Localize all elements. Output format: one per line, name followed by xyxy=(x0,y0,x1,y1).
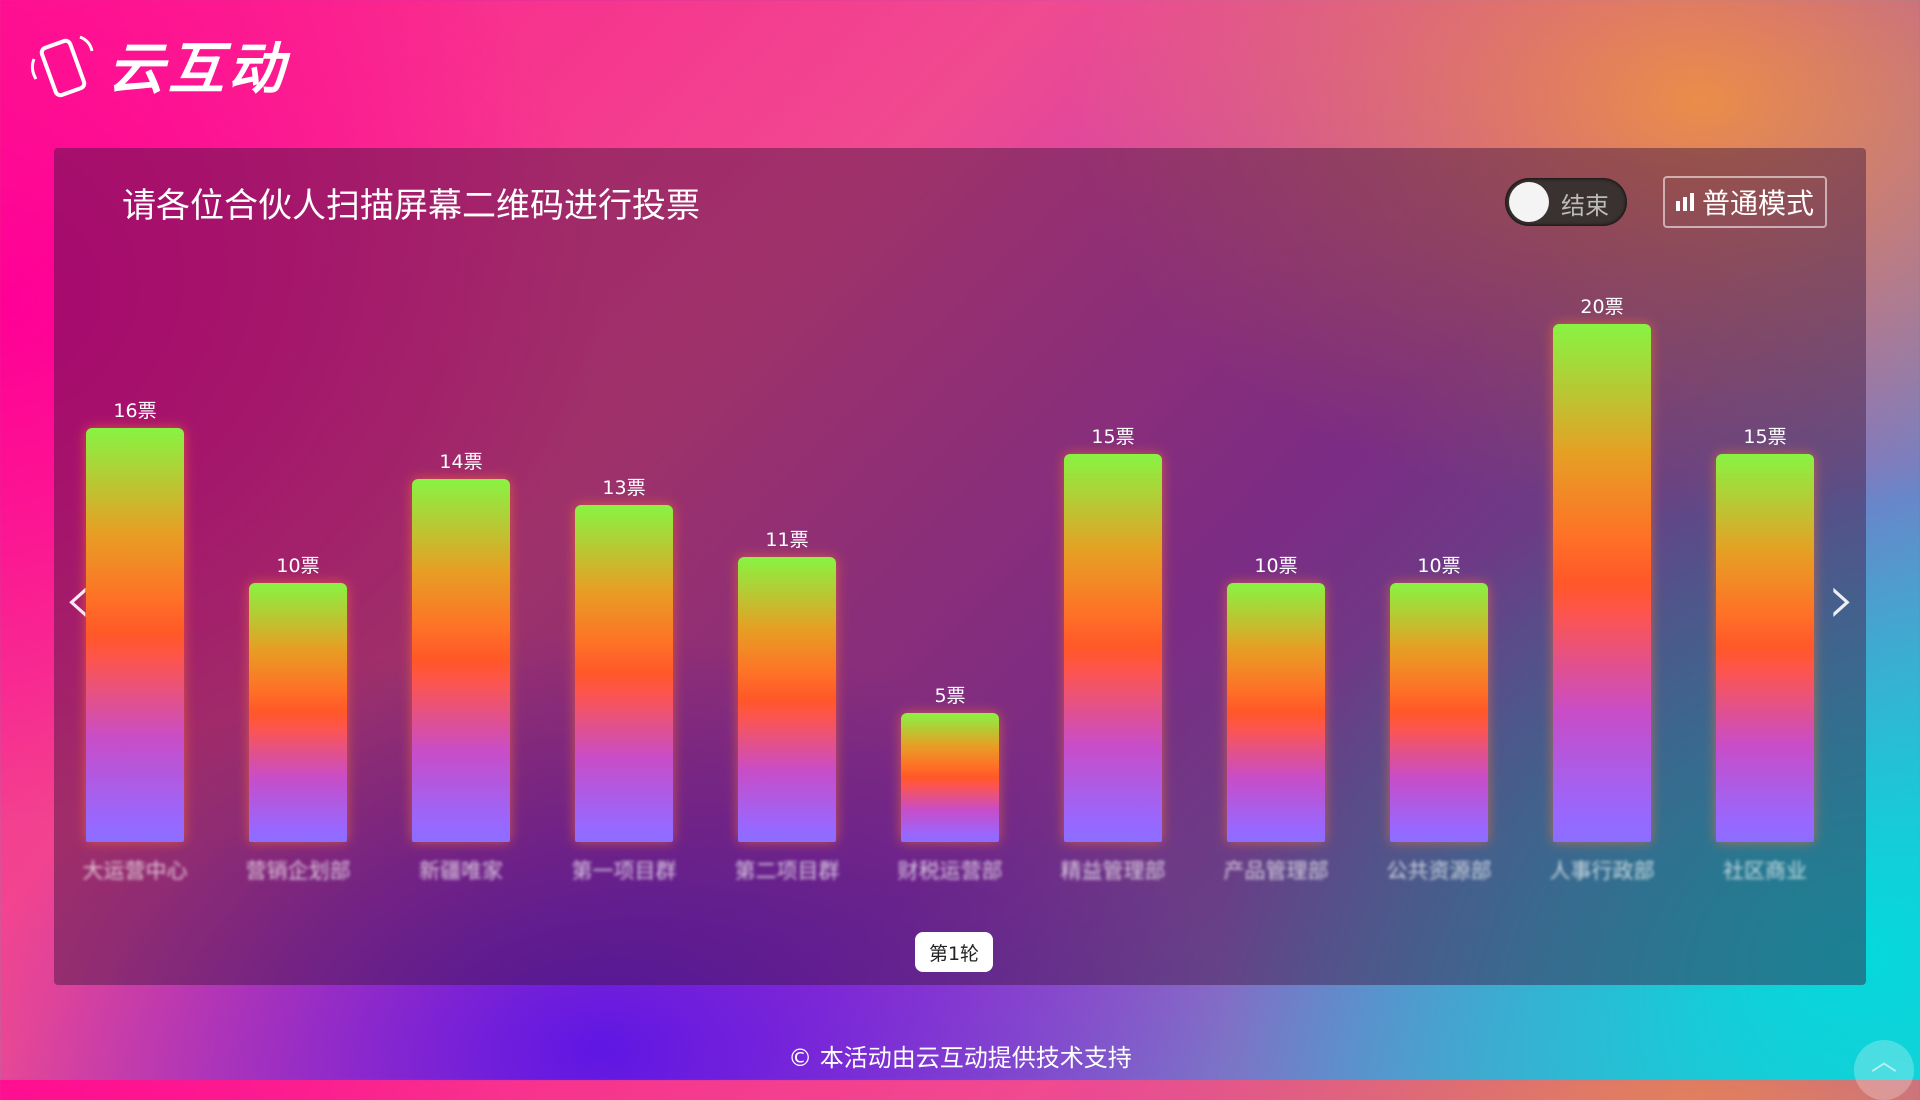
category-label: 社区商业 xyxy=(1723,859,1807,883)
category-label: 第一项目群 xyxy=(571,859,677,883)
page-title: 请各位合伙人扫描屏幕二维码进行投票 xyxy=(122,186,700,226)
bar xyxy=(738,557,836,842)
bar-value-label: 14票 xyxy=(439,451,483,474)
category-label: 大运营中心 xyxy=(82,859,188,883)
bar xyxy=(249,583,347,842)
bar xyxy=(412,479,510,842)
bar xyxy=(86,427,184,842)
chevron-right-icon[interactable]: › xyxy=(1828,558,1856,640)
category-label: 公共资源部 xyxy=(1386,859,1492,883)
bar xyxy=(1716,453,1814,842)
round-badge[interactable]: 第1轮 xyxy=(915,932,993,972)
bar-value-label: 5票 xyxy=(934,684,966,707)
category-label: 营销企划部 xyxy=(245,859,351,883)
bar xyxy=(1064,453,1162,842)
logo: 云互动 xyxy=(26,24,288,105)
toggle-knob xyxy=(1509,182,1549,222)
bar-value-label: 15票 xyxy=(1091,425,1135,448)
phone-shake-icon xyxy=(30,35,94,97)
bar-value-label: 15票 xyxy=(1743,425,1787,448)
mode-label: 普通模式 xyxy=(1701,187,1814,220)
vote-bar-chart: 16票大运营中心 10票营销企划部 14票新疆唯家 13票第一项目群 11票第二项目群 5… xyxy=(54,148,1866,985)
toggle-label: 结束 xyxy=(1561,192,1609,220)
category-label: 精益管理部 xyxy=(1060,859,1166,883)
bar xyxy=(575,505,673,842)
normal-mode-button[interactable]: 普通模式 xyxy=(1663,176,1827,228)
bar xyxy=(1390,583,1488,842)
chevron-left-icon[interactable]: ‹ xyxy=(64,558,92,640)
category-label: 人事行政部 xyxy=(1549,859,1655,883)
category-label: 第二项目群 xyxy=(734,859,840,883)
category-label: 产品管理部 xyxy=(1223,859,1329,883)
bar-value-label: 10票 xyxy=(1417,555,1461,577)
bar-value-label: 13票 xyxy=(602,477,646,500)
category-label: 新疆唯家 xyxy=(419,859,503,883)
scroll-top-icon[interactable]: ︿ xyxy=(1854,1040,1914,1100)
bar xyxy=(901,712,999,842)
bar-value-label: 16票 xyxy=(113,399,157,422)
vote-panel: 请各位合伙人扫描屏幕二维码进行投票 结束 普通模式 16票大运营中心 10票营销企… xyxy=(54,148,1866,985)
bar-value-label: 10票 xyxy=(1254,555,1298,577)
bar xyxy=(1553,324,1651,842)
footer-credit: © 本活动由云互动提供技术支持 xyxy=(788,1044,1132,1072)
category-label: 财税运营部 xyxy=(897,859,1003,883)
bar-chart-icon xyxy=(1675,193,1694,211)
logo-text: 云互动 xyxy=(108,37,288,102)
bar-value-label: 11票 xyxy=(765,529,809,552)
end-toggle[interactable]: 结束 xyxy=(1505,178,1627,226)
bar-value-label: 10票 xyxy=(276,555,320,577)
bar-value-label: 20票 xyxy=(1580,296,1624,318)
bar xyxy=(1227,583,1325,842)
